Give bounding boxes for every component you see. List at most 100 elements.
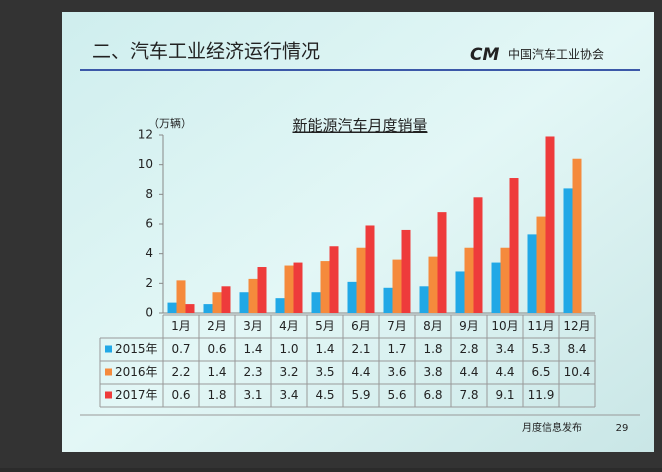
chart: 0 2 4 6 8 10 12 1月 2月 3月 4月 5月 6月 7月 8月 9月 10月 11月 12月 2015… (99, 128, 596, 408)
bar (248, 278, 258, 313)
bar (563, 188, 573, 313)
bar (185, 304, 195, 313)
bar (239, 292, 249, 313)
y-tick-label: 12 (138, 128, 153, 142)
y-tick-label: 0 (145, 306, 153, 320)
table-cell: 3.2 (279, 365, 298, 379)
table-cell: 1.7 (387, 342, 406, 356)
x-tick-label: 11月 (527, 319, 554, 333)
bar (527, 234, 537, 313)
bar (221, 286, 231, 313)
table-cell: 9.1 (495, 388, 514, 402)
bar (167, 302, 177, 313)
table-cell: 1.4 (315, 342, 334, 356)
x-tick-label: 9月 (459, 319, 479, 333)
bar (212, 292, 222, 313)
bar (392, 259, 402, 313)
legend-swatch (105, 345, 112, 353)
footer-text: 月度信息发布 (522, 421, 582, 434)
x-tick-label: 2月 (207, 319, 227, 333)
logo-text: 中国汽车工业协会 (508, 47, 604, 62)
y-tick-label: 4 (145, 246, 153, 260)
slide-heading: 二、汽车工业经济运行情况 (92, 41, 320, 63)
table-cell: 5.3 (531, 342, 550, 356)
page-number: 29 (616, 423, 629, 434)
bar (275, 298, 285, 313)
x-tick-label: 4月 (279, 319, 299, 333)
table-cell: 7.8 (459, 388, 478, 402)
y-tick-label: 8 (145, 187, 153, 201)
table-cell: 3.8 (423, 365, 442, 379)
bar (509, 178, 519, 313)
table-cell: 3.4 (279, 388, 298, 402)
bar (356, 247, 366, 313)
bar (491, 262, 501, 313)
bar (572, 158, 582, 313)
table-cell: 2.1 (351, 342, 370, 356)
table-cell: 0.6 (171, 388, 190, 402)
table-cell: 1.4 (243, 342, 262, 356)
table-cell: 11.9 (528, 388, 555, 402)
bar (419, 286, 429, 313)
table-cell: 6.8 (423, 388, 442, 402)
y-tick-label: 10 (138, 157, 153, 171)
bar (545, 136, 555, 313)
x-tick-label: 5月 (315, 319, 335, 333)
table-cell: 4.4 (495, 365, 514, 379)
table-cell: 2.8 (459, 342, 478, 356)
bar (437, 212, 447, 313)
bar (401, 229, 411, 313)
table-cell: 4.4 (351, 365, 370, 379)
table-cell: 5.6 (387, 388, 406, 402)
chart-title: 新能源汽车月度销量 (292, 117, 427, 135)
y-unit: （万辆） (148, 116, 192, 130)
x-tick-label: 1月 (171, 319, 191, 333)
bar (329, 246, 339, 313)
bar (257, 267, 267, 313)
bar (203, 304, 213, 313)
bar (293, 262, 303, 313)
bar (455, 271, 465, 313)
x-tick-label: 6月 (351, 319, 371, 333)
bar (473, 197, 483, 313)
table-cell: 3.4 (495, 342, 514, 356)
legend-swatch (105, 368, 112, 376)
bar (536, 216, 546, 313)
x-tick-label: 7月 (387, 319, 407, 333)
table-cell: 0.7 (171, 342, 190, 356)
table-cell: 4.4 (459, 365, 478, 379)
y-tick-label: 2 (145, 276, 153, 290)
legend-label: 2017年 (115, 388, 158, 402)
table-cell: 1.8 (423, 342, 442, 356)
table-cell: 1.8 (207, 388, 226, 402)
bar (320, 261, 330, 313)
bar (365, 225, 375, 313)
table-cell: 1.0 (279, 342, 298, 356)
table-cell: 8.4 (567, 342, 586, 356)
x-tick-label: 10月 (491, 319, 518, 333)
x-tick-label: 3月 (243, 319, 263, 333)
x-tick-label: 8月 (423, 319, 443, 333)
x-tick-label: 12月 (563, 319, 590, 333)
bar (311, 292, 321, 313)
table-cell: 4.5 (315, 388, 334, 402)
bar (464, 247, 474, 313)
table-cell: 2.3 (243, 365, 262, 379)
logo-mark: CM (470, 45, 499, 65)
table-cell: 3.6 (387, 365, 406, 379)
table-cell: 6.5 (531, 365, 550, 379)
legend-swatch (105, 391, 112, 399)
legend-label: 2015年 (115, 342, 158, 356)
table-cell: 0.6 (207, 342, 226, 356)
bar (347, 281, 357, 313)
bar (500, 247, 510, 313)
bar (383, 287, 393, 313)
legend-label: 2016年 (115, 365, 158, 379)
table-cell: 1.4 (207, 365, 226, 379)
table-cell: 5.9 (351, 388, 370, 402)
table-cell: 3.5 (315, 365, 334, 379)
bar (284, 265, 294, 313)
table-cell: 2.2 (171, 365, 190, 379)
table-cell: 3.1 (243, 388, 262, 402)
